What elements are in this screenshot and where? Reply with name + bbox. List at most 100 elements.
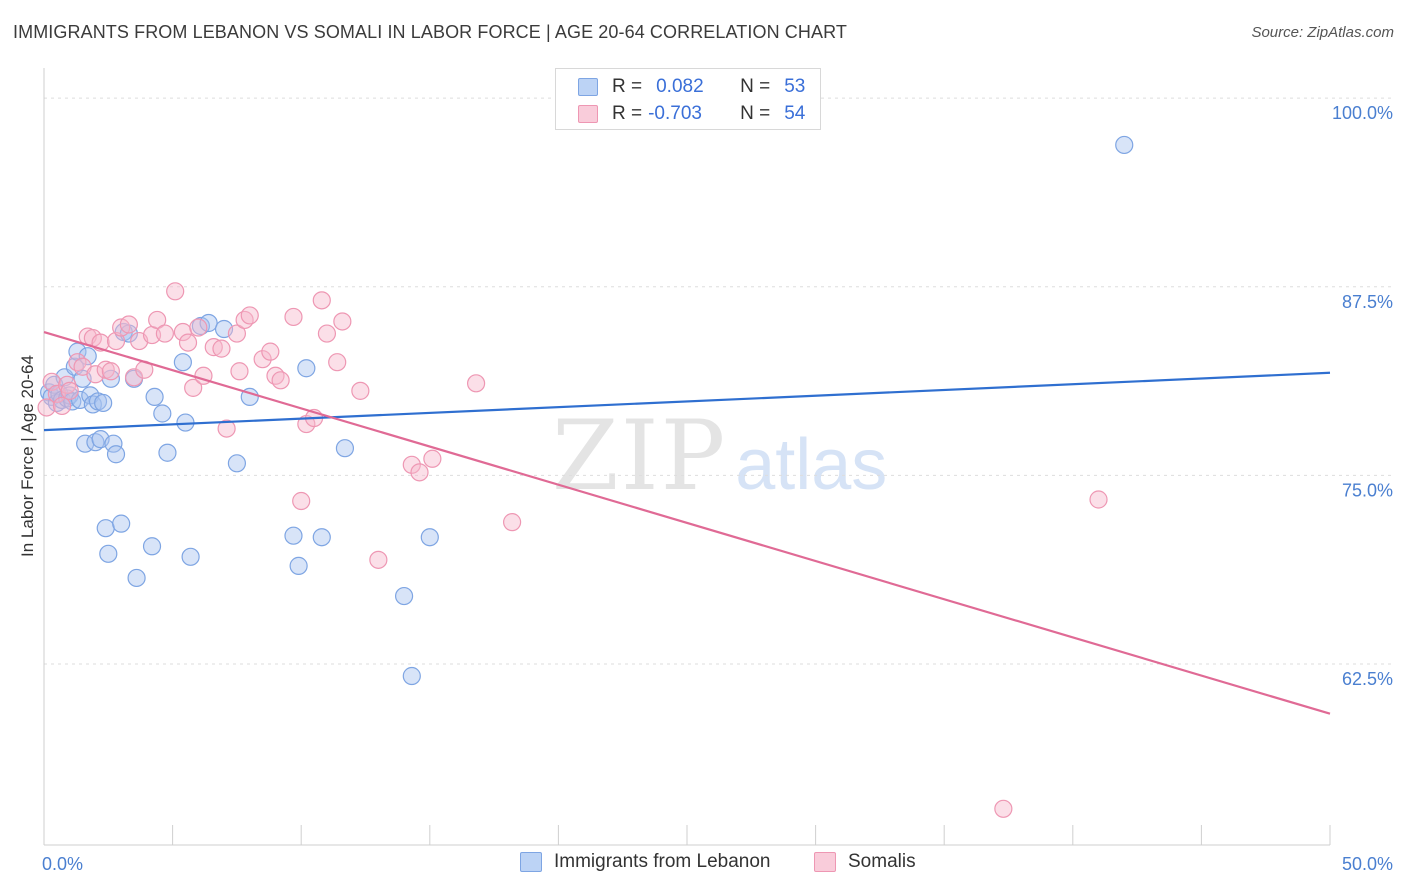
lebanon-point <box>106 445 126 464</box>
somali-point <box>155 324 174 343</box>
somali-point <box>503 513 522 532</box>
lebanon-point <box>227 454 246 473</box>
somali-point <box>184 378 203 397</box>
lebanon-point <box>402 666 421 686</box>
bottom-legend-lebanon: Immigrants from Lebanon <box>520 851 771 873</box>
somali-point <box>227 324 246 343</box>
lebanon-point <box>86 433 105 452</box>
bottom-legend-somali: Somalis <box>814 851 916 873</box>
lebanon-point <box>104 434 123 453</box>
somali-point <box>261 342 280 361</box>
lebanon-point <box>284 526 303 545</box>
bottom-legend-label: Immigrants from Lebanon <box>554 851 771 872</box>
lebanon-point <box>158 443 177 462</box>
watermark-atlas: atlas <box>735 425 888 505</box>
lebanon-point <box>112 514 131 533</box>
somali-point <box>402 455 421 474</box>
somali-point <box>312 291 331 310</box>
lebanon-point <box>142 537 162 556</box>
legend-r-label: R = <box>612 76 643 97</box>
source-label: Source: ZipAtlas.com <box>1251 24 1394 41</box>
lebanon-point <box>394 586 414 606</box>
y-tick-label: 87.5% <box>1342 292 1393 312</box>
grid-layer <box>44 97 1395 665</box>
lebanon-point <box>297 359 316 378</box>
somali-point <box>333 312 352 331</box>
x-tick-label: 50.0% <box>1342 854 1393 874</box>
somali-point <box>119 315 138 334</box>
lebanon-point <box>94 393 113 413</box>
somali-point <box>148 310 167 330</box>
trend-layer <box>43 330 1331 715</box>
somali-point <box>37 398 56 417</box>
legend-n-value: 53 <box>784 76 806 97</box>
lebanon-point <box>181 547 200 566</box>
somali-point <box>217 419 236 438</box>
lebanon-point <box>153 404 172 423</box>
somali-point <box>106 331 126 351</box>
somali-point <box>292 491 311 511</box>
somali-point <box>328 353 347 372</box>
somali-point <box>994 799 1013 818</box>
legend-r-value: 0.082 <box>656 76 704 97</box>
lebanon-point <box>127 568 146 588</box>
somali-point <box>60 381 79 400</box>
legend-swatch-blue <box>578 78 598 96</box>
somali-point <box>1089 490 1108 509</box>
y-axis-title: In Labor Force | Age 20-64 <box>18 355 37 557</box>
bottom-swatch-pink <box>814 852 836 872</box>
bottom-legend-label: Somalis <box>848 851 916 872</box>
lebanon-point <box>312 528 331 547</box>
legend-row-lebanon: R = 0.082 N = 53 <box>578 75 805 99</box>
somali-point <box>212 339 231 358</box>
legend-n-value: 54 <box>784 103 806 124</box>
y-tick-label: 100.0% <box>1332 103 1393 123</box>
somali-point <box>410 463 429 482</box>
bottom-swatch-blue <box>520 852 542 872</box>
label-layer: 100.0% 87.5% 75.0% 62.5% 0.0% 50.0% In Labor F… <box>18 103 1393 874</box>
y-tick-label: 75.0% <box>1342 480 1393 500</box>
lebanon-point <box>173 353 192 372</box>
x-tick-label: 0.0% <box>42 854 83 874</box>
watermark: ZIP atlas <box>552 400 887 512</box>
somali-point <box>369 550 388 569</box>
lebanon-point <box>63 392 82 411</box>
legend-r-label: R = <box>612 103 643 124</box>
somali-point <box>284 307 303 327</box>
somali-point <box>189 318 208 337</box>
somali-trend-line <box>43 330 1331 715</box>
somali-point <box>178 333 198 352</box>
lebanon-point <box>78 347 97 366</box>
somali-points <box>37 282 1108 818</box>
somali-point <box>124 368 144 387</box>
correlation-legend: R = 0.082 N = 53 R = -0.703 N = 54 <box>555 68 821 130</box>
lebanon-point <box>145 387 164 407</box>
somali-point <box>253 350 272 369</box>
somali-point <box>52 396 72 416</box>
lebanon-point <box>99 544 118 563</box>
legend-r-value: -0.703 <box>648 103 702 124</box>
y-tick-label: 62.5% <box>1342 669 1393 689</box>
somali-point <box>240 306 259 325</box>
somali-point <box>466 374 486 393</box>
legend-n-label: N = <box>740 103 771 124</box>
legend-row-somali: R = -0.703 N = 54 <box>578 102 805 126</box>
lebanon-point <box>1115 135 1134 155</box>
lebanon-points <box>40 135 1134 686</box>
lebanon-point <box>96 519 115 538</box>
somali-point <box>230 362 249 381</box>
lebanon-point <box>335 439 355 458</box>
somali-point <box>423 449 442 468</box>
somali-point <box>351 381 370 400</box>
somali-point <box>271 371 290 390</box>
watermark-zip: ZIP <box>552 400 728 512</box>
chart-title: IMMIGRANTS FROM LEBANON VS SOMALI IN LAB… <box>13 22 847 42</box>
legend-swatch-pink <box>578 105 598 123</box>
somali-point <box>86 365 105 384</box>
somali-point <box>317 324 337 343</box>
axis-layer <box>43 68 1331 846</box>
somali-point <box>42 372 61 391</box>
somali-point <box>166 282 185 301</box>
somali-point <box>204 338 223 357</box>
